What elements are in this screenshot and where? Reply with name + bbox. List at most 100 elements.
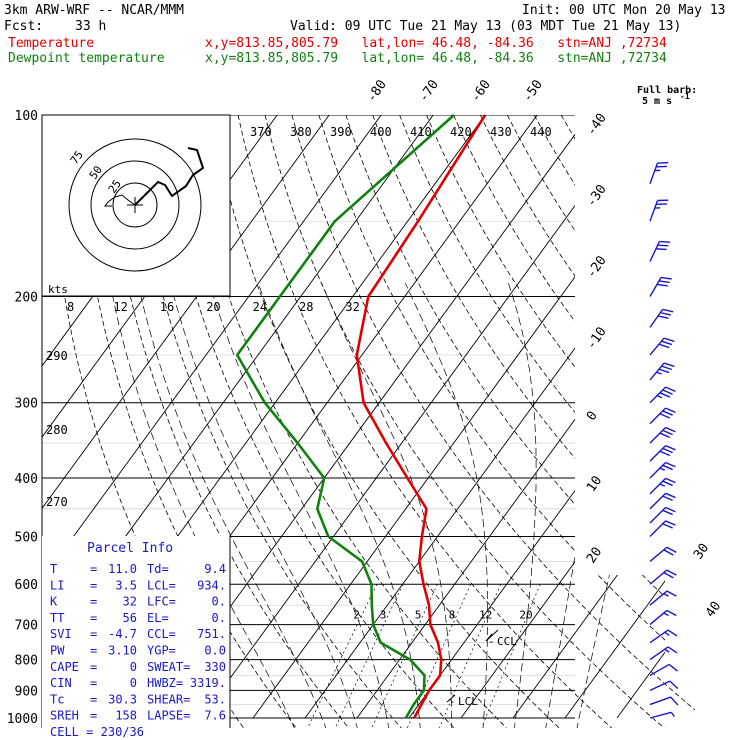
- parcel-eq: =: [90, 578, 97, 592]
- moist-adiabat: [109, 283, 297, 728]
- wind-barb: [649, 426, 676, 444]
- moist-adiabat: [209, 283, 390, 728]
- hodo-speed-scale: kts 8 12 16 20 24 28 32: [48, 283, 360, 314]
- wind-barb: [649, 663, 678, 677]
- moist-adiabat: [257, 282, 421, 728]
- barb-feather: [657, 244, 669, 247]
- dry-adiabat: [183, 115, 510, 728]
- dry-adiabat: [76, 115, 299, 728]
- barb-feather: [668, 663, 678, 672]
- hodograph-trace: [134, 147, 205, 206]
- valid-time: Valid: 09 UTC Tue 21 May 13 (03 MDT Tue …: [290, 19, 682, 34]
- barb-feather: [665, 477, 676, 484]
- parcel-value: 0: [130, 676, 137, 690]
- barb-feather: [666, 569, 677, 576]
- theta-labels: 370 380 390 400 410 420 430 440 290 280 270: [46, 125, 552, 509]
- barb-feather: [666, 546, 677, 554]
- parcel-key: SVI: [50, 627, 72, 641]
- parcel-key: CAPE: [50, 660, 79, 674]
- wind-barb: [649, 590, 677, 606]
- wind-barb: [649, 337, 675, 356]
- barb-feather: [665, 426, 676, 433]
- barb-feather: [663, 362, 675, 368]
- cell-value: 230/36: [101, 725, 144, 739]
- barb-feather: [658, 343, 670, 349]
- parcel-value: 32: [123, 595, 137, 609]
- pressure-label: 400: [15, 472, 38, 487]
- wind-barb: [649, 492, 676, 510]
- parcel-eq: =: [90, 611, 97, 625]
- mixing-ratio-label: 5: [415, 609, 422, 622]
- barb-feather: [662, 429, 673, 436]
- ccl-marker: -: [488, 635, 495, 648]
- parcel-eq: =: [90, 562, 97, 576]
- wind-barb: [649, 161, 669, 184]
- dewpoint-location: x,y=813.85,805.79 lat,lon= 46.48, -84.36…: [205, 51, 667, 66]
- mixing-ratio-line: [437, 584, 502, 728]
- theta-label-low: 280: [46, 423, 68, 437]
- moist-adiabat: [169, 283, 359, 728]
- dewpoint-legend: Dewpoint temperature: [8, 51, 165, 66]
- wind-barb: [649, 520, 676, 537]
- barb-staff: [649, 696, 671, 706]
- barb-feather: [662, 523, 673, 529]
- parcel-eq: =: [90, 676, 97, 690]
- wind-barb: [649, 444, 676, 462]
- hodo-speed-tick: 20: [206, 300, 220, 314]
- moist-adiabat: [404, 282, 488, 728]
- hodo-speed-tick: 24: [253, 300, 267, 314]
- dry-adiabat: [614, 115, 695, 728]
- barb-feather: [665, 444, 676, 451]
- parcel-value: 158: [115, 709, 137, 723]
- parcel-value: 0.: [212, 611, 226, 625]
- pressure-label: 200: [15, 291, 38, 306]
- parcel-value: 30.3: [108, 692, 137, 706]
- dry-adiabat: [130, 115, 405, 728]
- wind-barb: [649, 546, 677, 562]
- dry-adiabat: [318, 115, 695, 728]
- barb-feather: [655, 248, 667, 251]
- cell-key: CELL =: [50, 725, 93, 739]
- barb-feather: [660, 276, 672, 280]
- parcel-key: CCL=: [147, 627, 176, 641]
- hodo-speed-tick: 12: [113, 300, 127, 314]
- barb-feather: [657, 315, 669, 320]
- barb-feather: [669, 680, 679, 689]
- barb-feather: [665, 520, 676, 526]
- lcl-label: LCL: [458, 695, 478, 708]
- dry-adiabat: [533, 115, 695, 728]
- parcel-annotations: - CCL - LCL: [446, 629, 517, 708]
- barb-feather: [663, 337, 675, 343]
- pressure-axis: 100 200 300 400 500 600 700 800 900 1000: [7, 109, 38, 727]
- barb-feather: [659, 467, 666, 471]
- sounding-traces: [235, 114, 487, 719]
- barb-feather: [670, 711, 676, 718]
- mixing-ratio-line: [405, 584, 471, 728]
- parcel-value: 7.6: [204, 709, 226, 723]
- wind-barb: [649, 696, 679, 706]
- parcel-key: SWEAT=: [147, 660, 190, 674]
- lcl-marker: -: [449, 695, 456, 708]
- wind-barb: [649, 362, 675, 381]
- parcel-eq: =: [90, 644, 97, 658]
- parcel-eq: =: [90, 595, 97, 609]
- wind-barb: [649, 461, 676, 479]
- dry-adiabat: [210, 115, 563, 728]
- parcel-key: HWBZ=: [147, 676, 183, 690]
- pressure-label: 300: [15, 397, 38, 412]
- parcel-eq: =: [90, 627, 97, 641]
- isotherm-line: [616, 115, 695, 719]
- pressure-label: 1000: [7, 712, 38, 727]
- parcel-key: YGP=: [147, 644, 176, 658]
- barb-feather: [659, 483, 666, 487]
- parcel-key: LAPSE=: [147, 709, 190, 723]
- barb-feather: [658, 368, 670, 374]
- mixing-ratio-label: 3: [380, 609, 387, 622]
- isotherm-label: -60: [468, 77, 494, 105]
- isotherm-label: -10: [584, 325, 610, 353]
- theta-label: 370: [250, 125, 272, 139]
- isotherm-line: [200, 115, 642, 719]
- temperature-location: x,y=813.85,805.79 lat,lon= 46.48, -84.36…: [205, 36, 667, 51]
- barb-feather: [658, 280, 670, 284]
- dry-adiabat: [103, 115, 352, 728]
